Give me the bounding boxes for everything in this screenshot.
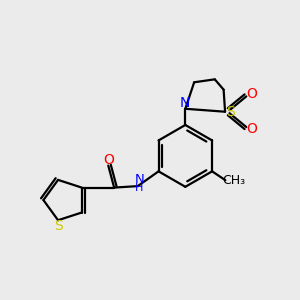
Text: N: N [180,97,190,110]
Text: H: H [135,183,143,193]
Text: S: S [54,218,62,233]
Text: O: O [246,122,257,136]
Text: S: S [226,105,235,119]
Text: CH₃: CH₃ [222,174,245,187]
Text: O: O [246,87,257,101]
Text: O: O [103,153,114,166]
Text: N: N [134,173,144,186]
